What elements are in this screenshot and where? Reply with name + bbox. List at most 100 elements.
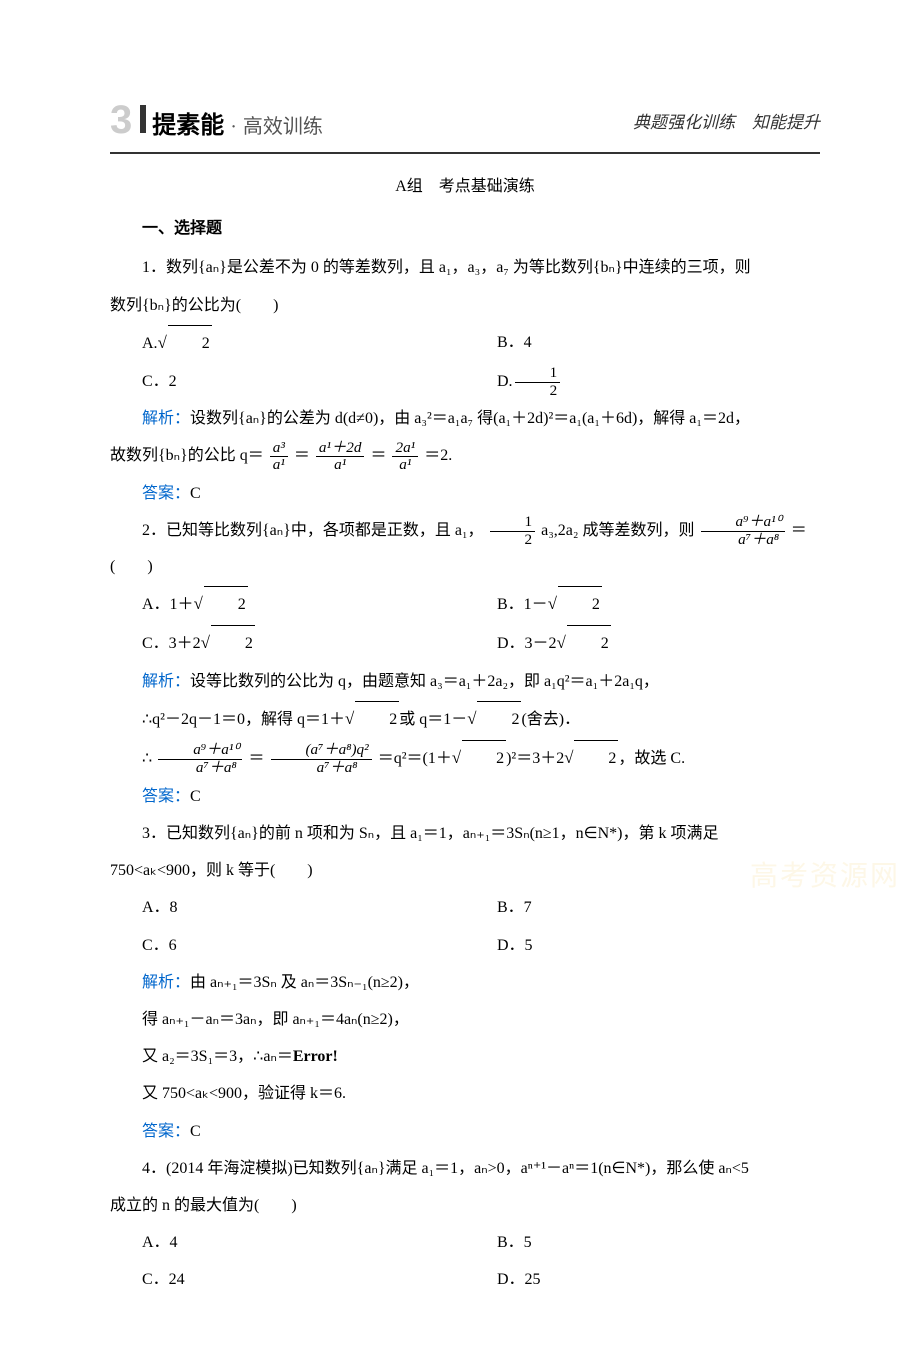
q2-option-b: B．1－√2 [465,586,820,623]
q2-sol3-post: ，故选 C. [618,750,685,767]
radical-icon: √ [557,633,566,652]
radical-icon: √ [158,333,167,352]
q1-options-row1: A.√2 B．4 [110,325,820,362]
q1-fr1-den: a¹ [270,457,288,474]
eq2: ＝ [370,447,386,464]
q1-stem-line2: 数列{bₙ}的公比为( ) [110,288,820,323]
q1-answer: 答案：C [110,476,820,511]
q2-options-row2: C．3＋2√2 D．3－2√2 [110,625,820,662]
q2-half-den: 2 [490,532,536,549]
q2-fr-num: a⁹＋a¹⁰ [701,514,785,532]
q2-sol3-eq3: )²＝3＋2 [506,750,564,767]
eq1: ＝ [294,447,310,464]
header-dot: · [230,108,237,146]
q1-d-den: 2 [515,383,561,400]
solution-label: 解析： [142,974,190,991]
q4-option-a: A．4 [110,1225,465,1260]
sqrt2b: 2 [477,701,521,737]
q2-b-lbl: B．1－ [497,596,548,613]
radical-icon: √ [201,633,210,652]
q1-option-b: B．4 [465,325,820,362]
q3-solution-line1: 解析：由 aₙ₊₁＝3Sₙ 及 aₙ＝3Sₙ₋₁(n≥2)， [110,965,820,1000]
q1-frac2: a¹＋2da¹ [316,440,365,474]
q3-solution-line3: 又 a₂＝3S₁＝3，∴aₙ＝Error! [110,1039,820,1074]
q2-options-row1: A．1＋√2 B．1－√2 [110,586,820,623]
q2-solution-line1: 解析：设等比数列的公比为 q，由题意知 a₃＝a₁＋2a₂，即 a₁q²＝a₁＋… [110,664,820,699]
sqrt2c: 2 [462,740,506,776]
header-subtitle: 高效训练 [243,108,323,146]
q1-answer-value: C [190,485,201,502]
q4-options-row1: A．4 B．5 [110,1225,820,1260]
header-main-title: 提素能 [152,104,224,150]
q3-option-c: C．6 [110,928,465,963]
q2-stem-mid: a₃,2a₂ 成等差数列，则 [541,522,694,539]
q2-sol3-frac2: (a⁷＋a⁸)q²a⁷＋a⁸ [271,742,372,776]
q1-d-fraction: 12 [515,365,561,399]
q2-stem-pre: 2．已知等比数列{aₙ}中，各项都是正数，且 a₁， [142,522,484,539]
q2-sol1: 设等比数列的公比为 q，由题意知 a₃＝a₁＋2a₂，即 a₁q²＝a₁＋2a₁… [190,673,659,690]
q2-b-under: 2 [558,586,602,622]
sqrt2d: 2 [574,740,618,776]
q1-option-d: D.12 [465,364,820,400]
q3-stem-line1: 3．已知数列{aₙ}的前 n 项和为 Sₙ，且 a₁＝1，aₙ₊₁＝3Sₙ(n≥… [110,816,820,851]
q1-fr2-den: a¹ [316,457,365,474]
q3-options-row2: C．6 D．5 [110,928,820,963]
q1-options-row2: C．2 D.12 [110,364,820,400]
q4-option-b: B．5 [465,1225,820,1260]
q1-option-c: C．2 [110,364,465,400]
radical-icon: √ [564,748,573,767]
q2-sol3-eq2: ＝q²＝(1＋ [378,750,452,767]
q2-sol2-pre: ∴q²－2q－1＝0，解得 q＝1＋ [142,711,345,728]
q2-option-c: C．3＋2√2 [110,625,465,662]
q1-frac3: 2a¹a¹ [392,440,418,474]
q3-solution-line4: 又 750<aₖ<900，验证得 k＝6. [110,1076,820,1111]
solution-label: 解析： [142,673,190,690]
q2-a-under: 2 [204,586,248,622]
radical-icon: √ [194,594,203,613]
radical-icon: √ [548,594,557,613]
q3-solution-line2: 得 aₙ₊₁－aₙ＝3aₙ，即 aₙ₊₁＝4aₙ(n≥2)， [110,1002,820,1037]
q2-sol3-eq1: ＝ [248,750,264,767]
q2-sol3-pre: ∴ [142,750,152,767]
q2-c-lbl: C．3＋2 [142,635,201,652]
q2-sol2-mid: 或 q＝1－ [399,711,467,728]
q2-half-num: 1 [490,514,536,532]
q2-s3f1d: a⁷＋a⁸ [158,760,242,777]
q1-option-a: A.√2 [110,325,465,362]
q2-a-lbl: A．1＋ [142,596,194,613]
q2-solution-line3: ∴ a⁹＋a¹⁰a⁷＋a⁸ ＝ (a⁷＋a⁸)q²a⁷＋a⁸ ＝q²＝(1＋√2… [110,740,820,777]
q1-fr2-num: a¹＋2d [316,440,365,458]
q3-options-row1: A．8 B．7 [110,890,820,925]
radical-icon: √ [467,709,476,728]
group-a-title: A组 考点基础演练 [110,172,820,202]
answer-label: 答案： [142,788,190,805]
q3-error-text: Error! [293,1048,338,1065]
answer-label: 答案： [142,1123,190,1140]
q2-d-under: 2 [567,625,611,661]
q2-solution-line2: ∴q²－2q－1＝0，解得 q＝1＋√2或 q＝1－√2(舍去)． [110,701,820,738]
q4-options-row2: C．24 D．25 [110,1262,820,1297]
header-number: 3 [110,100,132,140]
q3-option-b: B．7 [465,890,820,925]
q1-a-value: 2 [168,325,212,361]
q3-sol3-pre: 又 a₂＝3S₁＝3，∴aₙ＝ [142,1048,293,1065]
q4-option-c: C．24 [110,1262,465,1297]
q1-fr3-num: 2a¹ [392,440,418,458]
section-choice-heading: 一、选择题 [110,214,820,244]
q1-fr1-num: a³ [270,440,288,458]
q2-c-under: 2 [211,625,255,661]
q1-fr3-den: a¹ [392,457,418,474]
header-right-caption: 典题强化训练 知能提升 [633,107,820,143]
q2-d-lbl: D．3－2 [497,635,557,652]
q3-answer-value: C [190,1123,201,1140]
header-bar-icon [140,105,146,133]
q2-option-d: D．3－2√2 [465,625,820,662]
page-header: 3 提素能 · 高效训练 典题强化训练 知能提升 [110,100,820,154]
q1-sol-text1: 设数列{aₙ}的公差为 d(d≠0)，由 a₃²＝a₁a₇ 得(a₁＋2d)²＝… [190,410,750,427]
q3-sol1: 由 aₙ₊₁＝3Sₙ 及 aₙ＝3Sₙ₋₁(n≥2)， [190,974,419,991]
radical-icon: √ [452,748,461,767]
q2-sol3-frac1: a⁹＋a¹⁰a⁷＋a⁸ [158,742,242,776]
solution-label: 解析： [142,410,190,427]
header-left: 3 提素能 · 高效训练 [110,100,323,150]
q3-answer: 答案：C [110,1114,820,1149]
